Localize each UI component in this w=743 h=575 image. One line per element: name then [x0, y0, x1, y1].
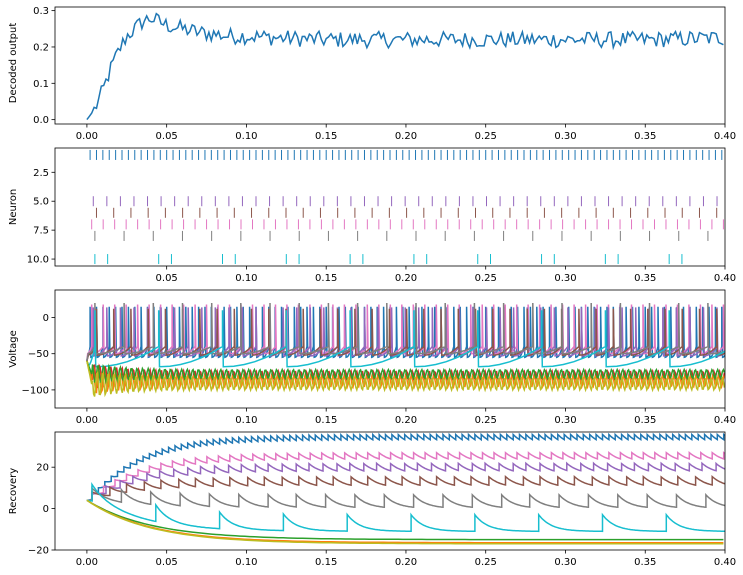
axes-frame — [54, 6, 726, 125]
x-tick-label: 0.20 — [395, 273, 417, 284]
recovery-trace — [86, 486, 725, 509]
y-tick-label: −20 — [28, 546, 49, 557]
x-tick-label: 0.10 — [235, 131, 257, 142]
y-tick-label: −50 — [28, 349, 49, 360]
y-tick-label: 0.2 — [33, 42, 49, 53]
y-axis-label: Voltage — [8, 330, 19, 368]
recovery-trace — [86, 499, 724, 545]
recovery-trace — [86, 432, 725, 502]
y-axis-label: Neuron — [8, 189, 19, 225]
x-tick-label: 0.00 — [76, 415, 98, 426]
y-tick-label: 5.0 — [33, 197, 49, 208]
x-tick-label: 0.15 — [315, 273, 337, 284]
x-tick-label: 0.20 — [395, 415, 417, 426]
recovery-trace — [86, 481, 725, 533]
x-tick-label: 0.15 — [315, 557, 337, 568]
axes-frame — [54, 147, 726, 267]
x-tick-label: 0.20 — [395, 131, 417, 142]
y-tick-label: 0.0 — [33, 115, 49, 126]
recovery-trace — [86, 461, 725, 502]
plot-area — [89, 149, 724, 265]
y-tick-label: 0.3 — [33, 6, 49, 17]
x-tick-label: 0.35 — [634, 557, 656, 568]
x-tick-label: 0.10 — [235, 557, 257, 568]
x-tick-label: 0.20 — [395, 557, 417, 568]
x-tick-label: 0.00 — [76, 131, 98, 142]
recovery-trace — [86, 450, 725, 502]
x-tick-label: 0.25 — [475, 131, 497, 142]
recovery-trace — [86, 499, 724, 541]
y-axis-label: Decoded output — [8, 23, 19, 104]
spike-train-neuron-8 — [94, 230, 709, 241]
x-tick-label: 0.25 — [475, 273, 497, 284]
panel-4: 0.00 0.05 0.10 0.15 0.20 0.25 0.30 0.35 0.40 20 0 −… — [8, 431, 736, 568]
spike-train-neuron-10 — [94, 254, 683, 265]
x-tick-label: 0.05 — [156, 273, 178, 284]
x-tick-label: 0.25 — [475, 557, 497, 568]
plot-area — [86, 302, 725, 398]
y-tick-label: 7.5 — [33, 226, 49, 237]
x-tick-label: 0.40 — [714, 131, 736, 142]
spike-train-neuron-5 — [92, 196, 718, 207]
x-tick-label: 0.00 — [76, 557, 98, 568]
voltage-trace — [86, 310, 725, 368]
plot-area — [86, 12, 724, 121]
voltage-trace — [86, 308, 725, 362]
plot-area — [86, 432, 725, 545]
voltage-trace — [86, 360, 725, 385]
voltage-trace — [86, 360, 725, 395]
spike-train-neuron-1 — [89, 149, 723, 160]
recovery-trace — [86, 474, 725, 502]
x-tick-label: 0.15 — [315, 131, 337, 142]
x-tick-label: 0.30 — [554, 131, 576, 142]
axes-frame — [54, 289, 726, 409]
x-tick-label: 0.25 — [475, 415, 497, 426]
x-tick-label: 0.05 — [156, 557, 178, 568]
y-tick-label: 2.5 — [33, 168, 49, 179]
x-tick-label: 0.35 — [634, 273, 656, 284]
x-tick-label: 0.15 — [315, 415, 337, 426]
panel-3: 0.00 0.05 0.10 0.15 0.20 0.25 0.30 0.35 0.40 0 −50… — [8, 289, 736, 426]
y-tick-label: 0.1 — [33, 79, 49, 90]
y-tick-label: 20 — [36, 463, 49, 474]
x-tick-label: 0.40 — [714, 415, 736, 426]
series-decoded-output — [86, 12, 724, 121]
x-tick-label: 0.30 — [554, 557, 576, 568]
x-tick-label: 0.10 — [235, 273, 257, 284]
spike-train-neuron-6 — [95, 207, 718, 218]
x-tick-label: 0.05 — [156, 415, 178, 426]
axes-frame — [54, 431, 726, 551]
recovery-trace — [86, 499, 724, 544]
x-tick-label: 0.35 — [634, 131, 656, 142]
y-tick-label: 10.0 — [27, 255, 49, 266]
x-tick-label: 0.05 — [156, 131, 178, 142]
x-tick-label: 0.30 — [554, 415, 576, 426]
x-tick-label: 0.40 — [714, 557, 736, 568]
y-tick-label: 0 — [43, 504, 49, 515]
y-tick-label: −100 — [22, 385, 49, 396]
x-tick-label: 0.30 — [554, 273, 576, 284]
y-tick-label: 0 — [43, 313, 49, 324]
y-axis-label: Recovery — [8, 468, 19, 514]
voltage-trace — [86, 360, 725, 398]
panel-1: 0.00 0.05 0.10 0.15 0.20 0.25 0.30 0.35 0.40 0.0 0… — [8, 6, 736, 142]
x-tick-label: 0.40 — [714, 273, 736, 284]
x-tick-label: 0.10 — [235, 415, 257, 426]
panel-2: 0.05 0.10 0.15 0.20 0.25 0.30 0.35 0.40 2.5 5.0 7.… — [8, 147, 736, 284]
spike-train-neuron-7 — [91, 219, 724, 230]
x-tick-label: 0.35 — [634, 415, 656, 426]
